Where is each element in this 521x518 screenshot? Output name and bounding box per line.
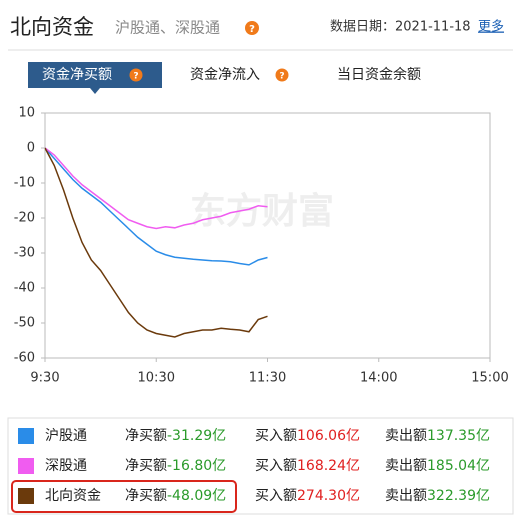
help-mark: ?: [279, 72, 284, 82]
help-mark: ?: [249, 24, 255, 35]
stat-value: -48.09亿: [167, 488, 226, 504]
x-tick-label: 14:00: [360, 371, 397, 386]
stat-value: 185.04亿: [427, 458, 490, 474]
title: 北向资金: [10, 15, 94, 39]
x-tick-label: 15:00: [471, 371, 508, 386]
legend-stat: 买入额274.30亿: [255, 488, 360, 504]
stat-value: 322.39亿: [427, 488, 490, 504]
stat-value: 274.30亿: [297, 488, 360, 504]
help-mark: ?: [133, 72, 138, 82]
help-icon[interactable]: [245, 21, 259, 35]
x-tick-label: 10:30: [138, 371, 175, 386]
legend-stat: 净买额-48.09亿: [125, 488, 226, 504]
tab[interactable]: 当日资金余额: [337, 66, 421, 83]
legend-stat: 净买额-31.29亿: [125, 428, 226, 444]
legend-stat: 卖出额185.04亿: [385, 458, 490, 474]
y-tick-label: -20: [14, 211, 35, 226]
stat-label: 净买额: [125, 488, 167, 504]
tab[interactable]: 资金净流入: [190, 67, 260, 83]
stat-label: 净买额: [125, 428, 167, 444]
stat-label: 卖出额: [385, 458, 427, 474]
legend-stat: 卖出额137.35亿: [385, 428, 490, 444]
legend-swatch: [18, 428, 34, 444]
stat-label: 卖出额: [385, 488, 427, 504]
legend-stat: 买入额106.06亿: [255, 428, 360, 444]
legend-name: 沪股通: [45, 428, 87, 444]
legend-swatch: [18, 488, 34, 504]
stat-label: 买入额: [255, 428, 297, 444]
legend-stat: 卖出额322.39亿: [385, 488, 490, 504]
y-tick-label: -30: [14, 246, 35, 261]
stat-label: 买入额: [255, 458, 297, 474]
tab[interactable]: 资金净买额: [42, 67, 112, 83]
date: 数据日期：2021-11-18: [330, 20, 471, 35]
legend-name: 深股通: [45, 458, 87, 474]
x-tick-label: 9:30: [30, 371, 59, 386]
legend-name: 北向资金: [45, 488, 101, 504]
y-tick-label: -40: [14, 281, 35, 296]
plot-frame: [44, 112, 491, 359]
more-link[interactable]: 更多: [478, 19, 504, 35]
stat-value: -31.29亿: [167, 428, 226, 444]
watermark: 东方财富: [190, 190, 334, 232]
series-line: [44, 147, 268, 266]
stat-label: 净买额: [125, 458, 167, 474]
series-line: [44, 147, 268, 230]
help-icon[interactable]: [275, 68, 289, 82]
y-tick-label: -60: [14, 351, 35, 366]
legend-stat: 买入额168.24亿: [255, 458, 360, 474]
y-tick-label: -50: [14, 316, 35, 331]
stat-value: -16.80亿: [167, 458, 226, 474]
help-icon[interactable]: [129, 68, 143, 82]
legend-box: [7, 417, 514, 515]
y-tick-label: -10: [14, 176, 35, 191]
series-line: [44, 147, 268, 338]
stat-value: 168.24亿: [297, 458, 360, 474]
legend-swatch: [18, 458, 34, 474]
stat-label: 卖出额: [385, 428, 427, 444]
y-tick-label: 0: [27, 141, 35, 156]
subtitle: 沪股通、深股通: [115, 19, 220, 37]
x-tick-label: 11:30: [249, 371, 286, 386]
stat-label: 买入额: [255, 488, 297, 504]
stat-value: 106.06亿: [297, 428, 360, 444]
legend-stat: 净买额-16.80亿: [125, 458, 226, 474]
stat-value: 137.35亿: [427, 428, 490, 444]
y-tick-label: 10: [18, 106, 35, 121]
highlight: [11, 480, 237, 513]
tab-arrow: [90, 88, 100, 94]
